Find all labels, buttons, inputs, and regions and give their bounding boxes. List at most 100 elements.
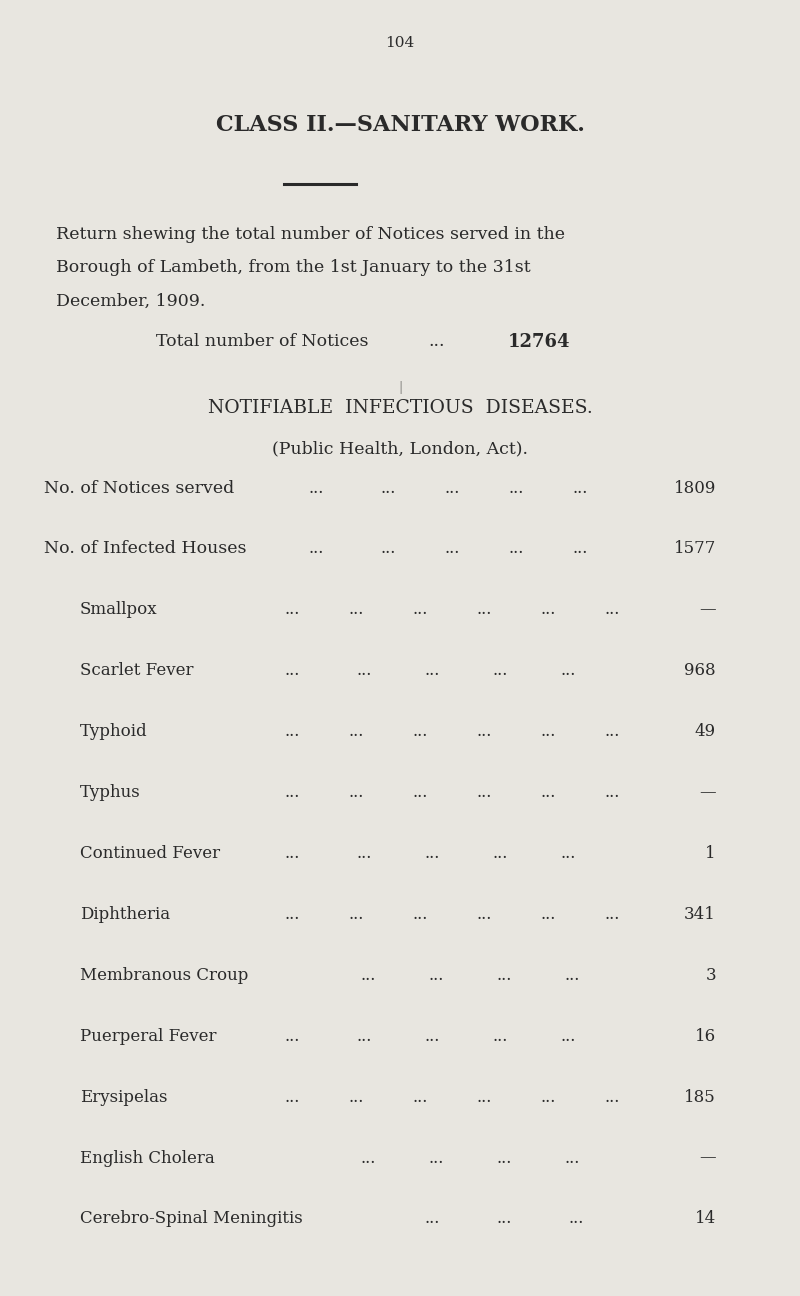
Text: Erysipelas: Erysipelas bbox=[80, 1089, 167, 1105]
Text: 49: 49 bbox=[695, 723, 716, 740]
Text: ...: ... bbox=[444, 540, 459, 557]
Text: ...: ... bbox=[564, 967, 579, 984]
Text: 16: 16 bbox=[695, 1028, 716, 1045]
Text: ...: ... bbox=[380, 540, 395, 557]
Text: ...: ... bbox=[308, 480, 323, 496]
Text: Smallpox: Smallpox bbox=[80, 601, 158, 618]
Text: ...: ... bbox=[560, 845, 575, 862]
Text: ...: ... bbox=[540, 601, 555, 618]
Text: ...: ... bbox=[284, 784, 299, 801]
Text: Scarlet Fever: Scarlet Fever bbox=[80, 662, 194, 679]
Text: ...: ... bbox=[348, 723, 363, 740]
Text: ...: ... bbox=[496, 1210, 511, 1227]
Text: ...: ... bbox=[284, 1089, 299, 1105]
Text: ...: ... bbox=[568, 1210, 583, 1227]
Text: ...: ... bbox=[356, 662, 371, 679]
Text: Return shewing the total number of Notices served in the: Return shewing the total number of Notic… bbox=[56, 226, 565, 242]
Text: ...: ... bbox=[476, 906, 491, 923]
Text: 1809: 1809 bbox=[674, 480, 716, 496]
Text: ...: ... bbox=[492, 845, 507, 862]
Text: ...: ... bbox=[356, 1028, 371, 1045]
Text: ...: ... bbox=[348, 1089, 363, 1105]
Text: 341: 341 bbox=[684, 906, 716, 923]
Text: —: — bbox=[699, 601, 716, 618]
Text: ...: ... bbox=[284, 845, 299, 862]
Text: ...: ... bbox=[540, 906, 555, 923]
Text: 968: 968 bbox=[684, 662, 716, 679]
Text: ...: ... bbox=[476, 1089, 491, 1105]
Text: CLASS II.—SANITARY WORK.: CLASS II.—SANITARY WORK. bbox=[215, 114, 585, 136]
Text: ...: ... bbox=[492, 662, 507, 679]
Text: ...: ... bbox=[412, 784, 427, 801]
Text: Total number of Notices: Total number of Notices bbox=[156, 333, 369, 350]
Text: 1577: 1577 bbox=[674, 540, 716, 557]
Text: ...: ... bbox=[412, 601, 427, 618]
Text: Typhus: Typhus bbox=[80, 784, 141, 801]
Text: 1: 1 bbox=[706, 845, 716, 862]
Text: ...: ... bbox=[572, 480, 587, 496]
Text: ...: ... bbox=[348, 784, 363, 801]
Text: ...: ... bbox=[356, 845, 371, 862]
Text: ...: ... bbox=[424, 845, 439, 862]
Text: Membranous Croup: Membranous Croup bbox=[80, 967, 248, 984]
Text: ...: ... bbox=[492, 1028, 507, 1045]
Text: ...: ... bbox=[572, 540, 587, 557]
Text: ...: ... bbox=[508, 540, 523, 557]
Text: ...: ... bbox=[424, 1210, 439, 1227]
Text: ...: ... bbox=[284, 1028, 299, 1045]
Text: ...: ... bbox=[476, 723, 491, 740]
Text: Puerperal Fever: Puerperal Fever bbox=[80, 1028, 217, 1045]
Text: English Cholera: English Cholera bbox=[80, 1150, 214, 1166]
Text: ...: ... bbox=[412, 906, 427, 923]
Text: ...: ... bbox=[604, 723, 619, 740]
Text: ...: ... bbox=[360, 1150, 375, 1166]
Text: ...: ... bbox=[508, 480, 523, 496]
Text: ...: ... bbox=[348, 906, 363, 923]
Text: ...: ... bbox=[560, 662, 575, 679]
Text: ...: ... bbox=[428, 333, 445, 350]
Text: ...: ... bbox=[380, 480, 395, 496]
Text: 12764: 12764 bbox=[508, 333, 570, 351]
Text: ...: ... bbox=[604, 784, 619, 801]
Text: NOTIFIABLE  INFECTIOUS  DISEASES.: NOTIFIABLE INFECTIOUS DISEASES. bbox=[208, 399, 592, 417]
Text: (Public Health, London, Act).: (Public Health, London, Act). bbox=[272, 441, 528, 457]
Text: ...: ... bbox=[412, 723, 427, 740]
Text: ...: ... bbox=[564, 1150, 579, 1166]
Text: Cerebro-Spinal Meningitis: Cerebro-Spinal Meningitis bbox=[80, 1210, 302, 1227]
Text: ...: ... bbox=[540, 723, 555, 740]
Text: ...: ... bbox=[560, 1028, 575, 1045]
Text: ...: ... bbox=[348, 601, 363, 618]
Text: ...: ... bbox=[284, 601, 299, 618]
Text: 185: 185 bbox=[684, 1089, 716, 1105]
Text: No. of Infected Houses: No. of Infected Houses bbox=[44, 540, 246, 557]
Text: ...: ... bbox=[496, 1150, 511, 1166]
Text: ...: ... bbox=[540, 1089, 555, 1105]
Text: No. of Notices served: No. of Notices served bbox=[44, 480, 234, 496]
Text: ...: ... bbox=[308, 540, 323, 557]
Text: ...: ... bbox=[428, 1150, 443, 1166]
Text: ...: ... bbox=[476, 601, 491, 618]
Text: —: — bbox=[699, 784, 716, 801]
Text: ...: ... bbox=[360, 967, 375, 984]
Text: Diphtheria: Diphtheria bbox=[80, 906, 170, 923]
Text: Continued Fever: Continued Fever bbox=[80, 845, 220, 862]
Text: ...: ... bbox=[428, 967, 443, 984]
Text: ...: ... bbox=[604, 601, 619, 618]
Text: December, 1909.: December, 1909. bbox=[56, 293, 206, 310]
Text: ...: ... bbox=[604, 1089, 619, 1105]
Text: ...: ... bbox=[284, 662, 299, 679]
Text: ...: ... bbox=[424, 662, 439, 679]
Text: ...: ... bbox=[424, 1028, 439, 1045]
Text: Typhoid: Typhoid bbox=[80, 723, 148, 740]
Text: ...: ... bbox=[412, 1089, 427, 1105]
Text: ...: ... bbox=[476, 784, 491, 801]
Text: ...: ... bbox=[284, 906, 299, 923]
Text: ...: ... bbox=[444, 480, 459, 496]
Text: 104: 104 bbox=[386, 36, 414, 51]
Text: —: — bbox=[699, 1150, 716, 1166]
Text: |: | bbox=[398, 381, 402, 394]
Text: ...: ... bbox=[496, 967, 511, 984]
Text: ...: ... bbox=[540, 784, 555, 801]
Text: ...: ... bbox=[604, 906, 619, 923]
Text: 14: 14 bbox=[694, 1210, 716, 1227]
